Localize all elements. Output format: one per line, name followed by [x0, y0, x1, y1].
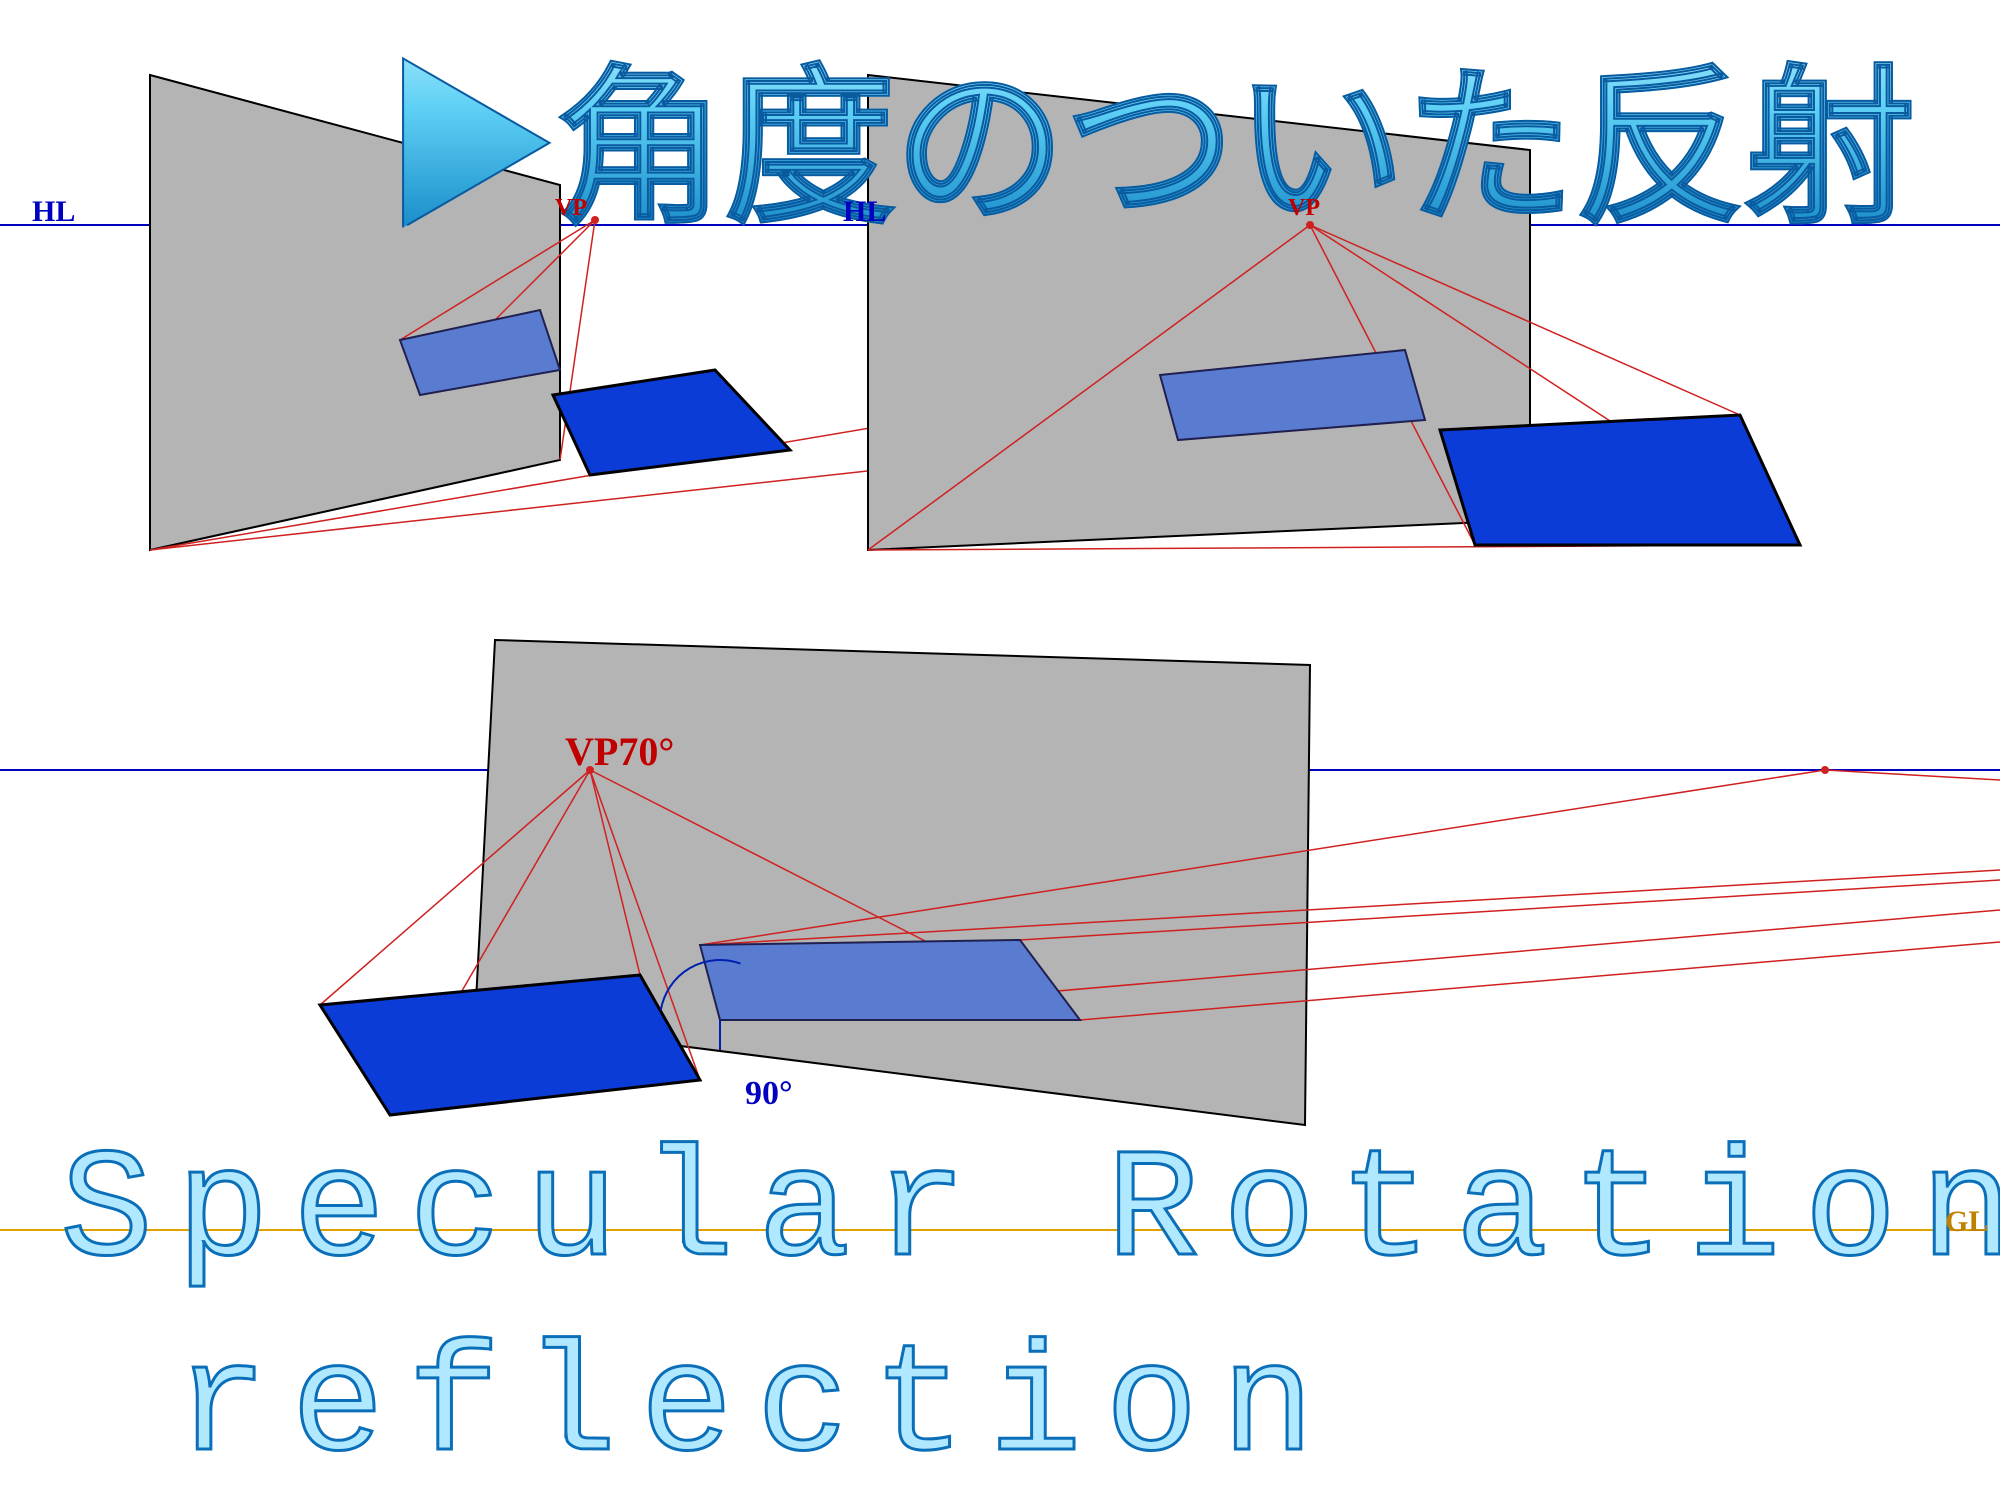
title-english-line2: reflection — [175, 1320, 1338, 1496]
title-japanese: ▶角度のついた反射 — [385, 10, 1915, 256]
label-vp-2: VP — [1288, 195, 1320, 222]
label-gl: GL — [1945, 1205, 1988, 1239]
label-hl-1: HL — [32, 195, 75, 229]
label-hl-2: HL — [843, 195, 886, 229]
label-angle-90: 90° — [745, 1075, 793, 1113]
label-vp-1: VP — [555, 195, 587, 222]
label-vp70: VP70° — [565, 728, 674, 775]
title-english-line1: Specular Rotation — [60, 1125, 2000, 1301]
